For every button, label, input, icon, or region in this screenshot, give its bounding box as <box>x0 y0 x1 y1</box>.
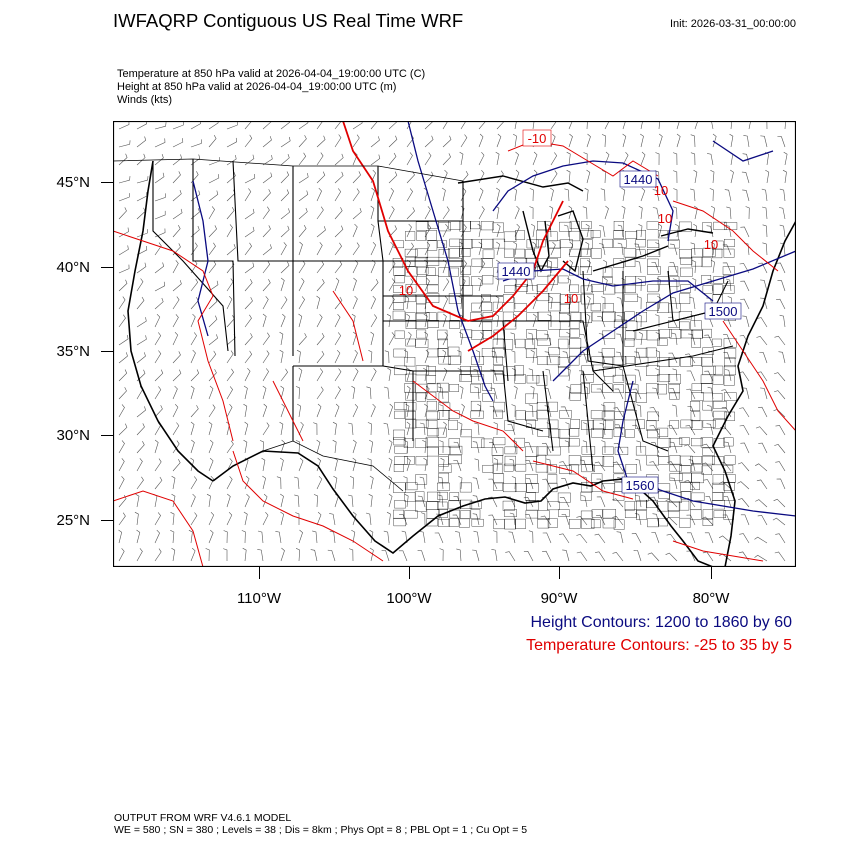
lat-tick-25n <box>101 520 113 521</box>
height-label-1440b: 1440 <box>502 264 531 279</box>
map-canvas: 1440 1440 1500 1560 -10 10 10 10 10 10 <box>113 121 796 567</box>
legend-temperature-contours: Temperature Contours: -25 to 35 by 5 <box>526 637 792 654</box>
temp-label-10c: 10 <box>658 211 672 226</box>
temp-label-neg10: -10 <box>528 131 547 146</box>
height-label-1500: 1500 <box>709 304 738 319</box>
lon-label-80w: 80°W <box>692 590 730 607</box>
footer-config-line: WE = 580 ; SN = 380 ; Levels = 38 ; Dis … <box>114 824 528 836</box>
lon-tick-90w <box>559 567 560 579</box>
temperature-contour-labels: -10 10 10 10 10 10 <box>399 129 718 306</box>
page-title: IWFAQRP Contiguous US Real Time WRF <box>113 10 464 31</box>
lat-tick-40n <box>101 267 113 268</box>
lon-label-110w: 110°W <box>236 590 282 607</box>
lon-label-90w: 90°W <box>540 590 578 607</box>
subtitle-height: Height at 850 hPa valid at 2026-04-04_19… <box>117 81 397 93</box>
temperature-contours <box>113 121 796 567</box>
lat-label-25n: 25°N <box>56 512 90 529</box>
temp-label-10d: 10 <box>654 183 668 198</box>
height-contour-labels: 1440 1440 1500 1560 <box>497 170 742 494</box>
temp-label-10a: 10 <box>399 283 413 298</box>
lat-tick-45n <box>101 182 113 183</box>
map-frame <box>113 121 796 567</box>
weather-map: 1440 1440 1500 1560 -10 10 10 10 10 10 <box>113 121 796 567</box>
international-borders <box>113 158 464 492</box>
coastline <box>127 160 796 567</box>
state-borders <box>152 159 734 472</box>
height-label-1440a: 1440 <box>624 172 653 187</box>
subtitle-winds: Winds (kts) <box>117 94 172 106</box>
lat-label-40n: 40°N <box>56 259 90 276</box>
subtitle-temperature: Temperature at 850 hPa valid at 2026-04-… <box>117 68 426 80</box>
lon-tick-100w <box>409 567 410 579</box>
lon-tick-110w <box>259 567 260 579</box>
lat-label-35n: 35°N <box>56 343 90 360</box>
temp-label-10b: 10 <box>564 291 578 306</box>
height-label-1560: 1560 <box>626 478 655 493</box>
lat-label-30n: 30°N <box>56 427 90 444</box>
legend-height-contours: Height Contours: 1200 to 1860 by 60 <box>530 614 792 631</box>
lat-label-45n: 45°N <box>56 174 90 191</box>
init-time: Init: 2026-03-31_00:00:00 <box>670 18 796 30</box>
lat-tick-35n <box>101 351 113 352</box>
footer-model-line: OUTPUT FROM WRF V4.6.1 MODEL <box>114 812 292 824</box>
wind-barbs <box>118 121 788 562</box>
lon-tick-80w <box>711 567 712 579</box>
lon-label-100w: 100°W <box>386 590 432 607</box>
lat-tick-30n <box>101 435 113 436</box>
temp-label-10e: 10 <box>704 237 718 252</box>
